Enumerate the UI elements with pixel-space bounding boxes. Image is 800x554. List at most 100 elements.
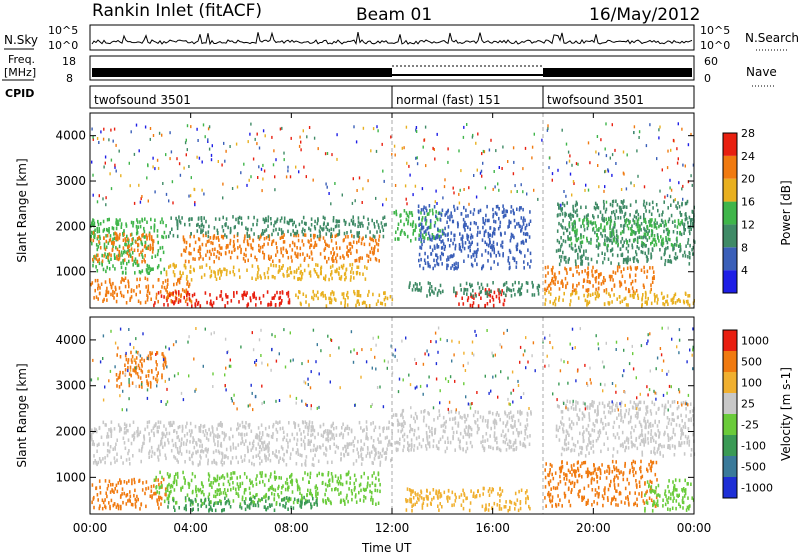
data-cell (465, 417, 468, 422)
data-cell (153, 424, 156, 428)
data-cell (672, 199, 675, 203)
data-cell (458, 411, 460, 415)
data-cell (592, 450, 595, 454)
y-tick-label: 4000 (55, 129, 86, 143)
data-cell (346, 245, 348, 249)
data-cell (669, 404, 672, 408)
data-cell (335, 444, 338, 449)
data-cell (421, 225, 423, 230)
noise-cell (661, 168, 663, 172)
data-cell (467, 425, 470, 430)
noise-cell (672, 138, 675, 142)
data-cell (335, 426, 338, 430)
data-cell (338, 219, 341, 224)
data-cell (251, 441, 254, 446)
data-cell (240, 441, 242, 446)
data-cell (510, 235, 512, 240)
data-cell (492, 303, 495, 308)
data-cell (135, 231, 138, 236)
data-cell (660, 256, 663, 260)
noise-cell (102, 137, 105, 141)
data-cell (597, 214, 599, 219)
data-cell (460, 212, 463, 216)
data-cell (134, 497, 137, 502)
data-cell (692, 222, 694, 227)
y-tick-label: 2000 (55, 219, 86, 233)
data-cell (439, 290, 442, 295)
data-cell (325, 296, 327, 301)
data-cell (463, 428, 466, 432)
data-cell (562, 239, 565, 243)
data-cell (638, 235, 641, 239)
data-cell (661, 213, 663, 217)
data-cell (192, 440, 194, 444)
data-cell (382, 228, 385, 232)
data-cell (508, 288, 511, 292)
data-cell (416, 283, 418, 287)
data-cell (297, 233, 300, 238)
data-cell (602, 421, 604, 426)
data-cell (154, 254, 157, 258)
data-cell (656, 301, 659, 305)
data-cell (484, 419, 487, 423)
data-cell (481, 418, 484, 423)
data-cell (175, 282, 178, 286)
beam-title: Beam 01 (356, 5, 432, 25)
data-cell (169, 293, 171, 298)
data-cell (98, 257, 100, 262)
data-cell (102, 267, 105, 272)
data-cell (610, 219, 613, 223)
data-cell (470, 427, 473, 432)
noise-cell (435, 189, 437, 193)
data-cell (145, 233, 148, 238)
data-cell (254, 435, 257, 439)
data-cell (427, 231, 430, 236)
data-cell (167, 234, 170, 239)
data-cell (113, 240, 115, 245)
data-cell (339, 255, 342, 260)
data-cell (481, 253, 483, 257)
noise-cell (585, 183, 587, 187)
data-cell (337, 219, 339, 224)
data-cell (239, 244, 241, 249)
data-cell (267, 234, 270, 238)
data-cell (624, 212, 626, 217)
data-cell (608, 238, 611, 243)
noise-cell (516, 190, 518, 193)
noise-cell (638, 130, 641, 134)
data-cell (637, 259, 639, 264)
data-cell (362, 236, 364, 240)
data-cell (560, 207, 562, 212)
data-cell (504, 410, 506, 414)
data-cell (647, 437, 649, 441)
data-cell (128, 457, 131, 461)
data-cell (265, 455, 267, 459)
data-cell (688, 418, 690, 422)
data-cell (615, 229, 618, 233)
noise-cell (303, 165, 305, 169)
data-cell (199, 454, 201, 458)
data-cell (113, 232, 115, 236)
data-cell (499, 231, 502, 236)
data-cell (257, 235, 260, 239)
data-cell (372, 444, 374, 449)
data-cell (558, 298, 560, 302)
data-cell (444, 429, 446, 434)
data-cell (110, 427, 112, 431)
data-cell (470, 255, 473, 259)
data-cell (681, 429, 684, 433)
data-cell (646, 259, 648, 263)
data-cell (502, 283, 505, 287)
data-cell (560, 244, 562, 249)
data-cell (572, 402, 574, 406)
data-cell (352, 240, 355, 244)
data-cell (580, 259, 583, 263)
data-cell (570, 242, 573, 246)
data-cell (637, 228, 639, 233)
data-cell (221, 269, 223, 274)
data-cell (526, 423, 529, 427)
data-cell (218, 251, 221, 255)
data-cell (476, 249, 478, 254)
data-cell (454, 246, 457, 251)
data-cell (582, 432, 584, 437)
